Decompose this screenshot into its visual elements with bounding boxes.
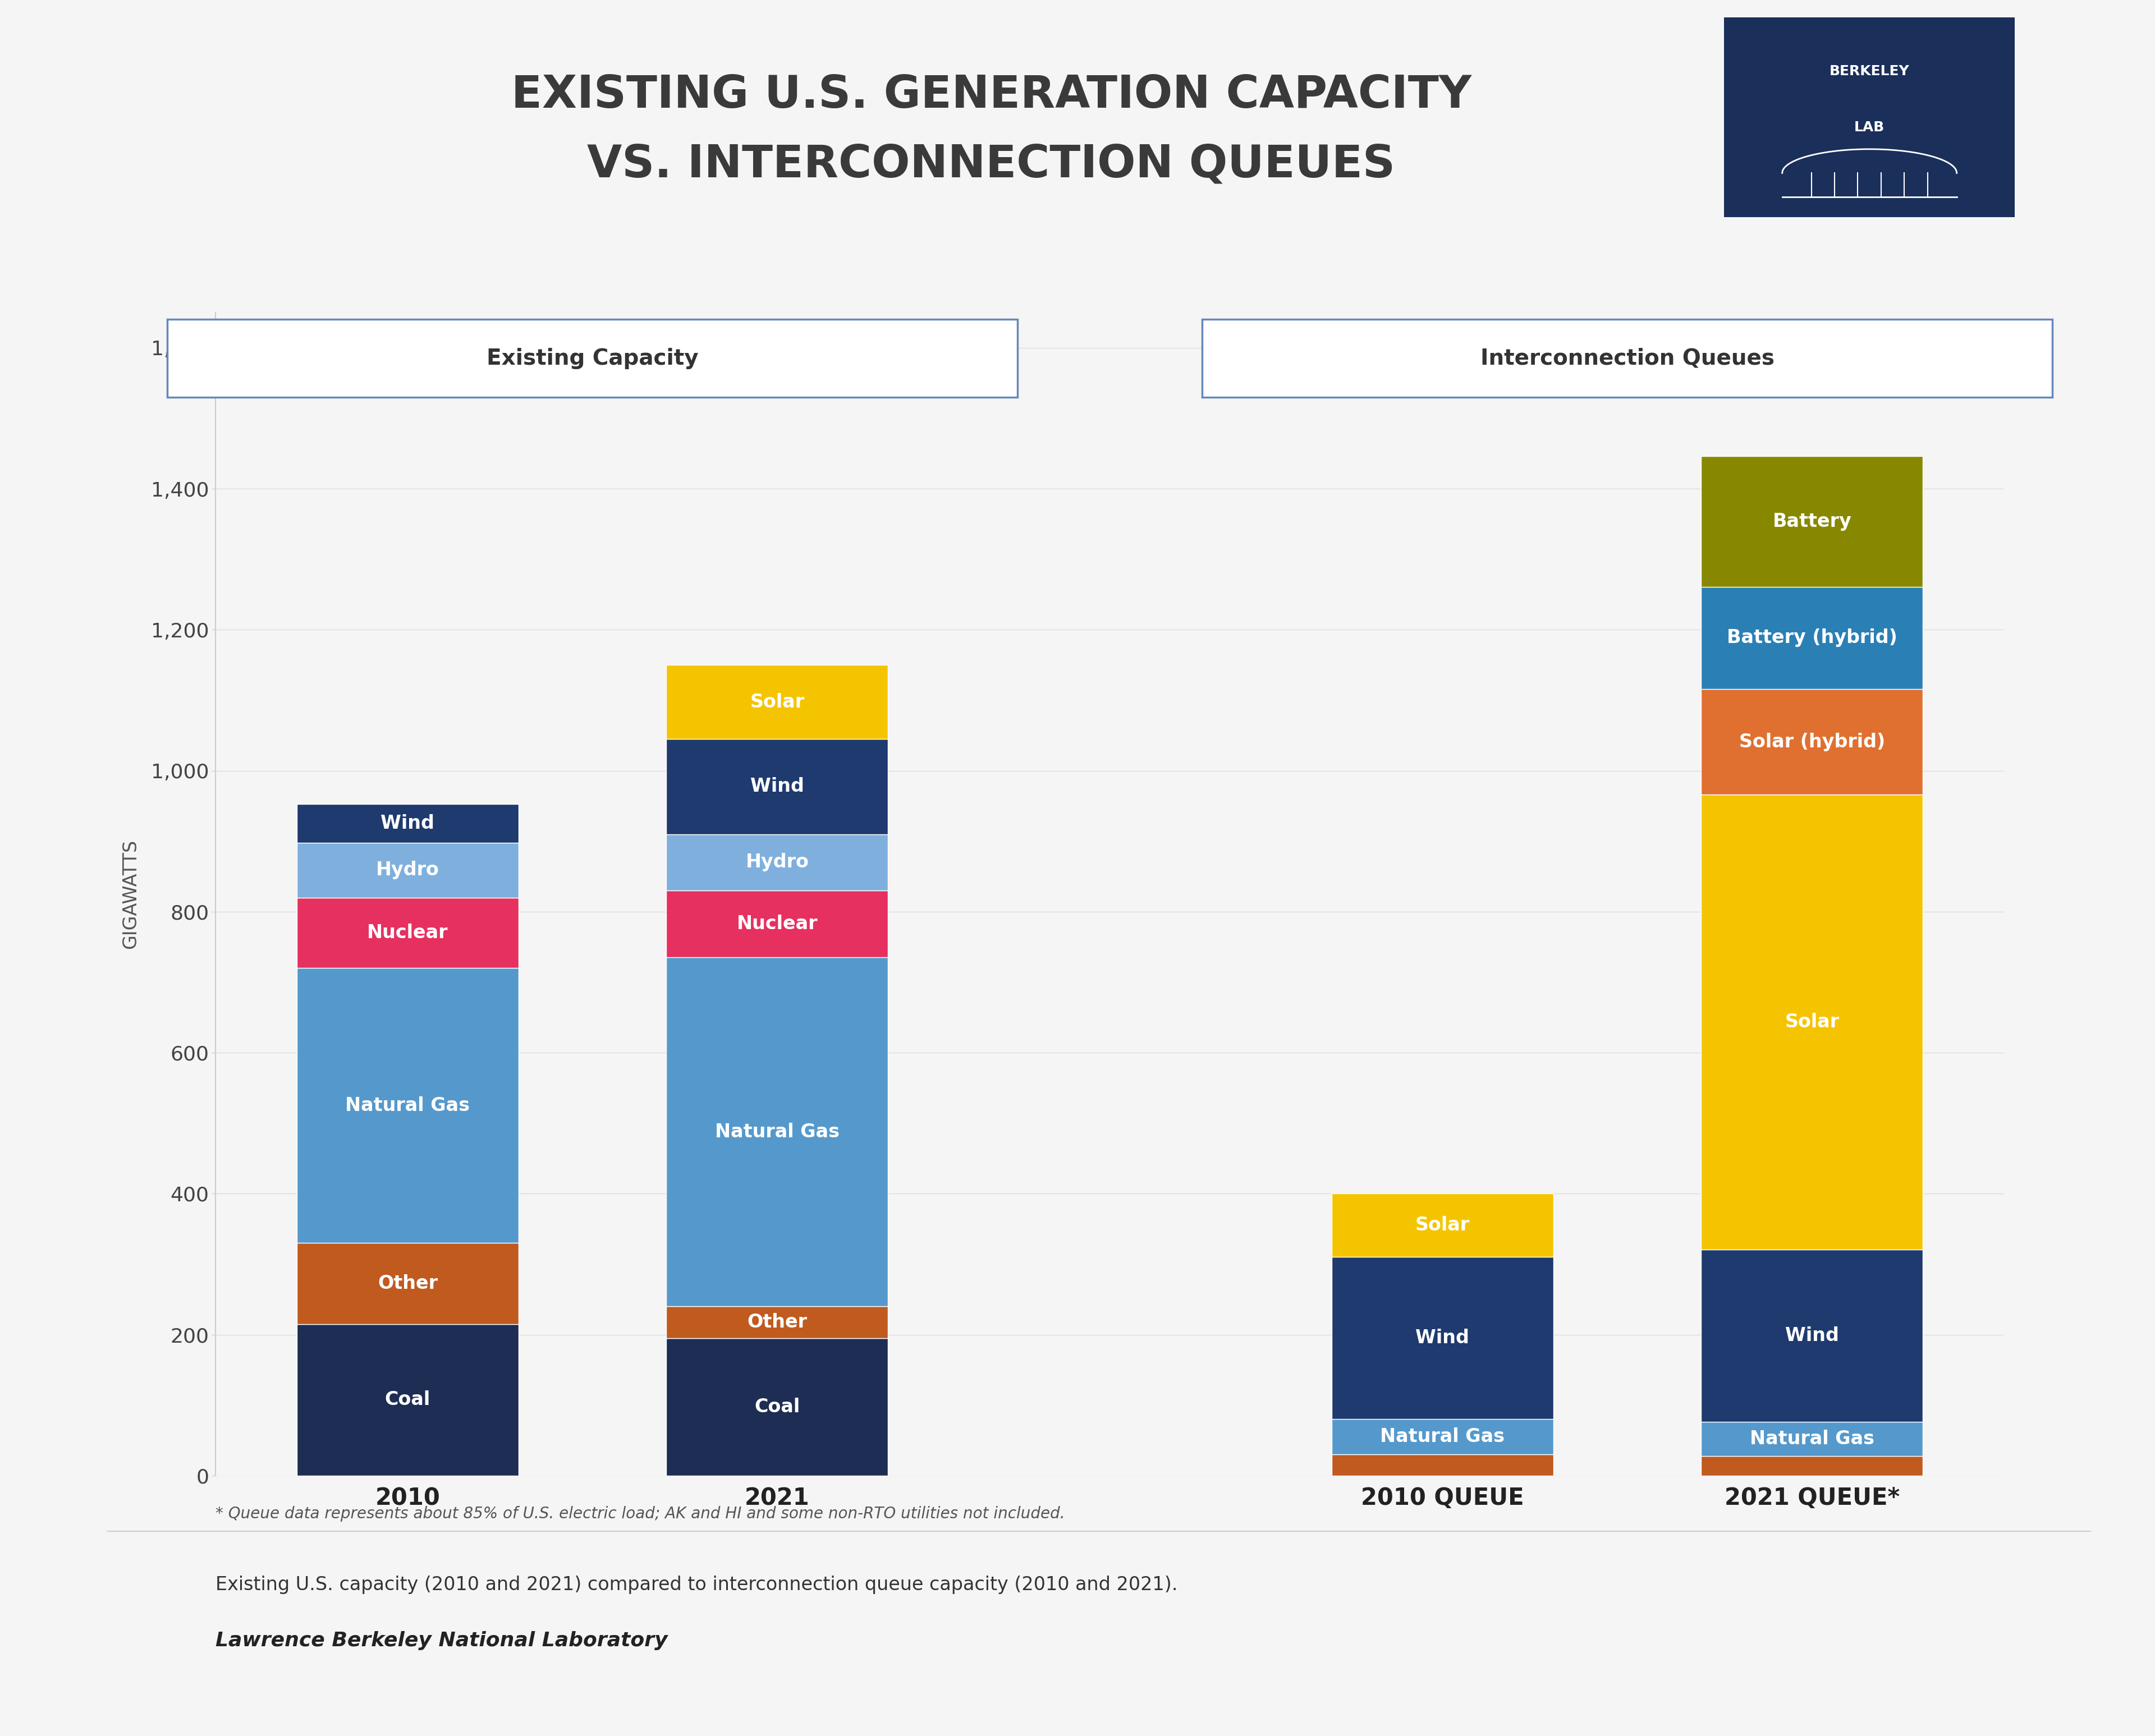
Text: Wind: Wind — [1416, 1328, 1470, 1347]
Bar — [1332, 1194, 1554, 1257]
Text: Solar: Solar — [1416, 1217, 1470, 1234]
Bar — [666, 958, 888, 1307]
Bar — [666, 891, 888, 958]
Bar — [1700, 1250, 1922, 1422]
Bar — [666, 833, 888, 891]
Text: Wind: Wind — [1784, 1326, 1838, 1345]
Text: VS. INTERCONNECTION QUEUES: VS. INTERCONNECTION QUEUES — [586, 142, 1396, 187]
Text: Coal: Coal — [754, 1397, 800, 1417]
Bar — [297, 1325, 519, 1476]
Text: Natural Gas: Natural Gas — [715, 1123, 840, 1141]
Bar — [297, 842, 519, 898]
Text: BERKELEY: BERKELEY — [1830, 64, 1909, 78]
Bar — [297, 1243, 519, 1325]
Text: Wind: Wind — [381, 814, 435, 833]
Text: Battery: Battery — [1771, 512, 1851, 531]
Bar — [666, 1307, 888, 1338]
Text: Natural Gas: Natural Gas — [1750, 1430, 1875, 1448]
Text: Other: Other — [377, 1274, 437, 1293]
Text: Battery (hybrid): Battery (hybrid) — [1726, 628, 1896, 648]
Text: Solar (hybrid): Solar (hybrid) — [1739, 733, 1886, 752]
Text: Hydro: Hydro — [375, 861, 440, 880]
Bar — [1700, 795, 1922, 1250]
Text: * Queue data represents about 85% of U.S. electric load; AK and HI and some non-: * Queue data represents about 85% of U.S… — [216, 1505, 1065, 1522]
Y-axis label: GIGAWATTS: GIGAWATTS — [121, 838, 140, 950]
Text: Existing U.S. capacity (2010 and 2021) compared to interconnection queue capacit: Existing U.S. capacity (2010 and 2021) c… — [216, 1576, 1177, 1594]
Text: Coal: Coal — [386, 1391, 431, 1410]
Text: LAB: LAB — [1853, 120, 1886, 134]
Bar — [297, 898, 519, 969]
Bar — [1332, 1455, 1554, 1476]
Bar — [297, 969, 519, 1243]
Text: Solar: Solar — [750, 693, 804, 712]
Text: Natural Gas: Natural Gas — [345, 1095, 470, 1115]
Text: Lawrence Berkeley National Laboratory: Lawrence Berkeley National Laboratory — [216, 1632, 668, 1649]
Bar — [1332, 1257, 1554, 1420]
Bar — [666, 1338, 888, 1476]
Text: Hydro: Hydro — [746, 852, 808, 871]
Bar — [1700, 457, 1922, 587]
Bar — [1700, 1457, 1922, 1476]
Text: Existing Capacity: Existing Capacity — [487, 347, 698, 370]
Text: Interconnection Queues: Interconnection Queues — [1480, 347, 1774, 370]
Text: Nuclear: Nuclear — [366, 924, 448, 943]
Text: EXISTING U.S. GENERATION CAPACITY: EXISTING U.S. GENERATION CAPACITY — [511, 73, 1472, 118]
Text: Nuclear: Nuclear — [737, 915, 817, 934]
Bar — [297, 804, 519, 842]
Text: Other: Other — [748, 1312, 808, 1332]
Text: Solar: Solar — [1784, 1012, 1838, 1031]
Bar — [666, 665, 888, 740]
Text: Natural Gas: Natural Gas — [1379, 1427, 1504, 1446]
Bar — [1700, 587, 1922, 689]
FancyBboxPatch shape — [1202, 319, 2052, 398]
Bar — [1700, 1422, 1922, 1457]
Text: Wind: Wind — [750, 778, 804, 795]
Bar — [666, 740, 888, 833]
FancyBboxPatch shape — [168, 319, 1017, 398]
Bar — [1700, 689, 1922, 795]
Bar — [1332, 1420, 1554, 1455]
